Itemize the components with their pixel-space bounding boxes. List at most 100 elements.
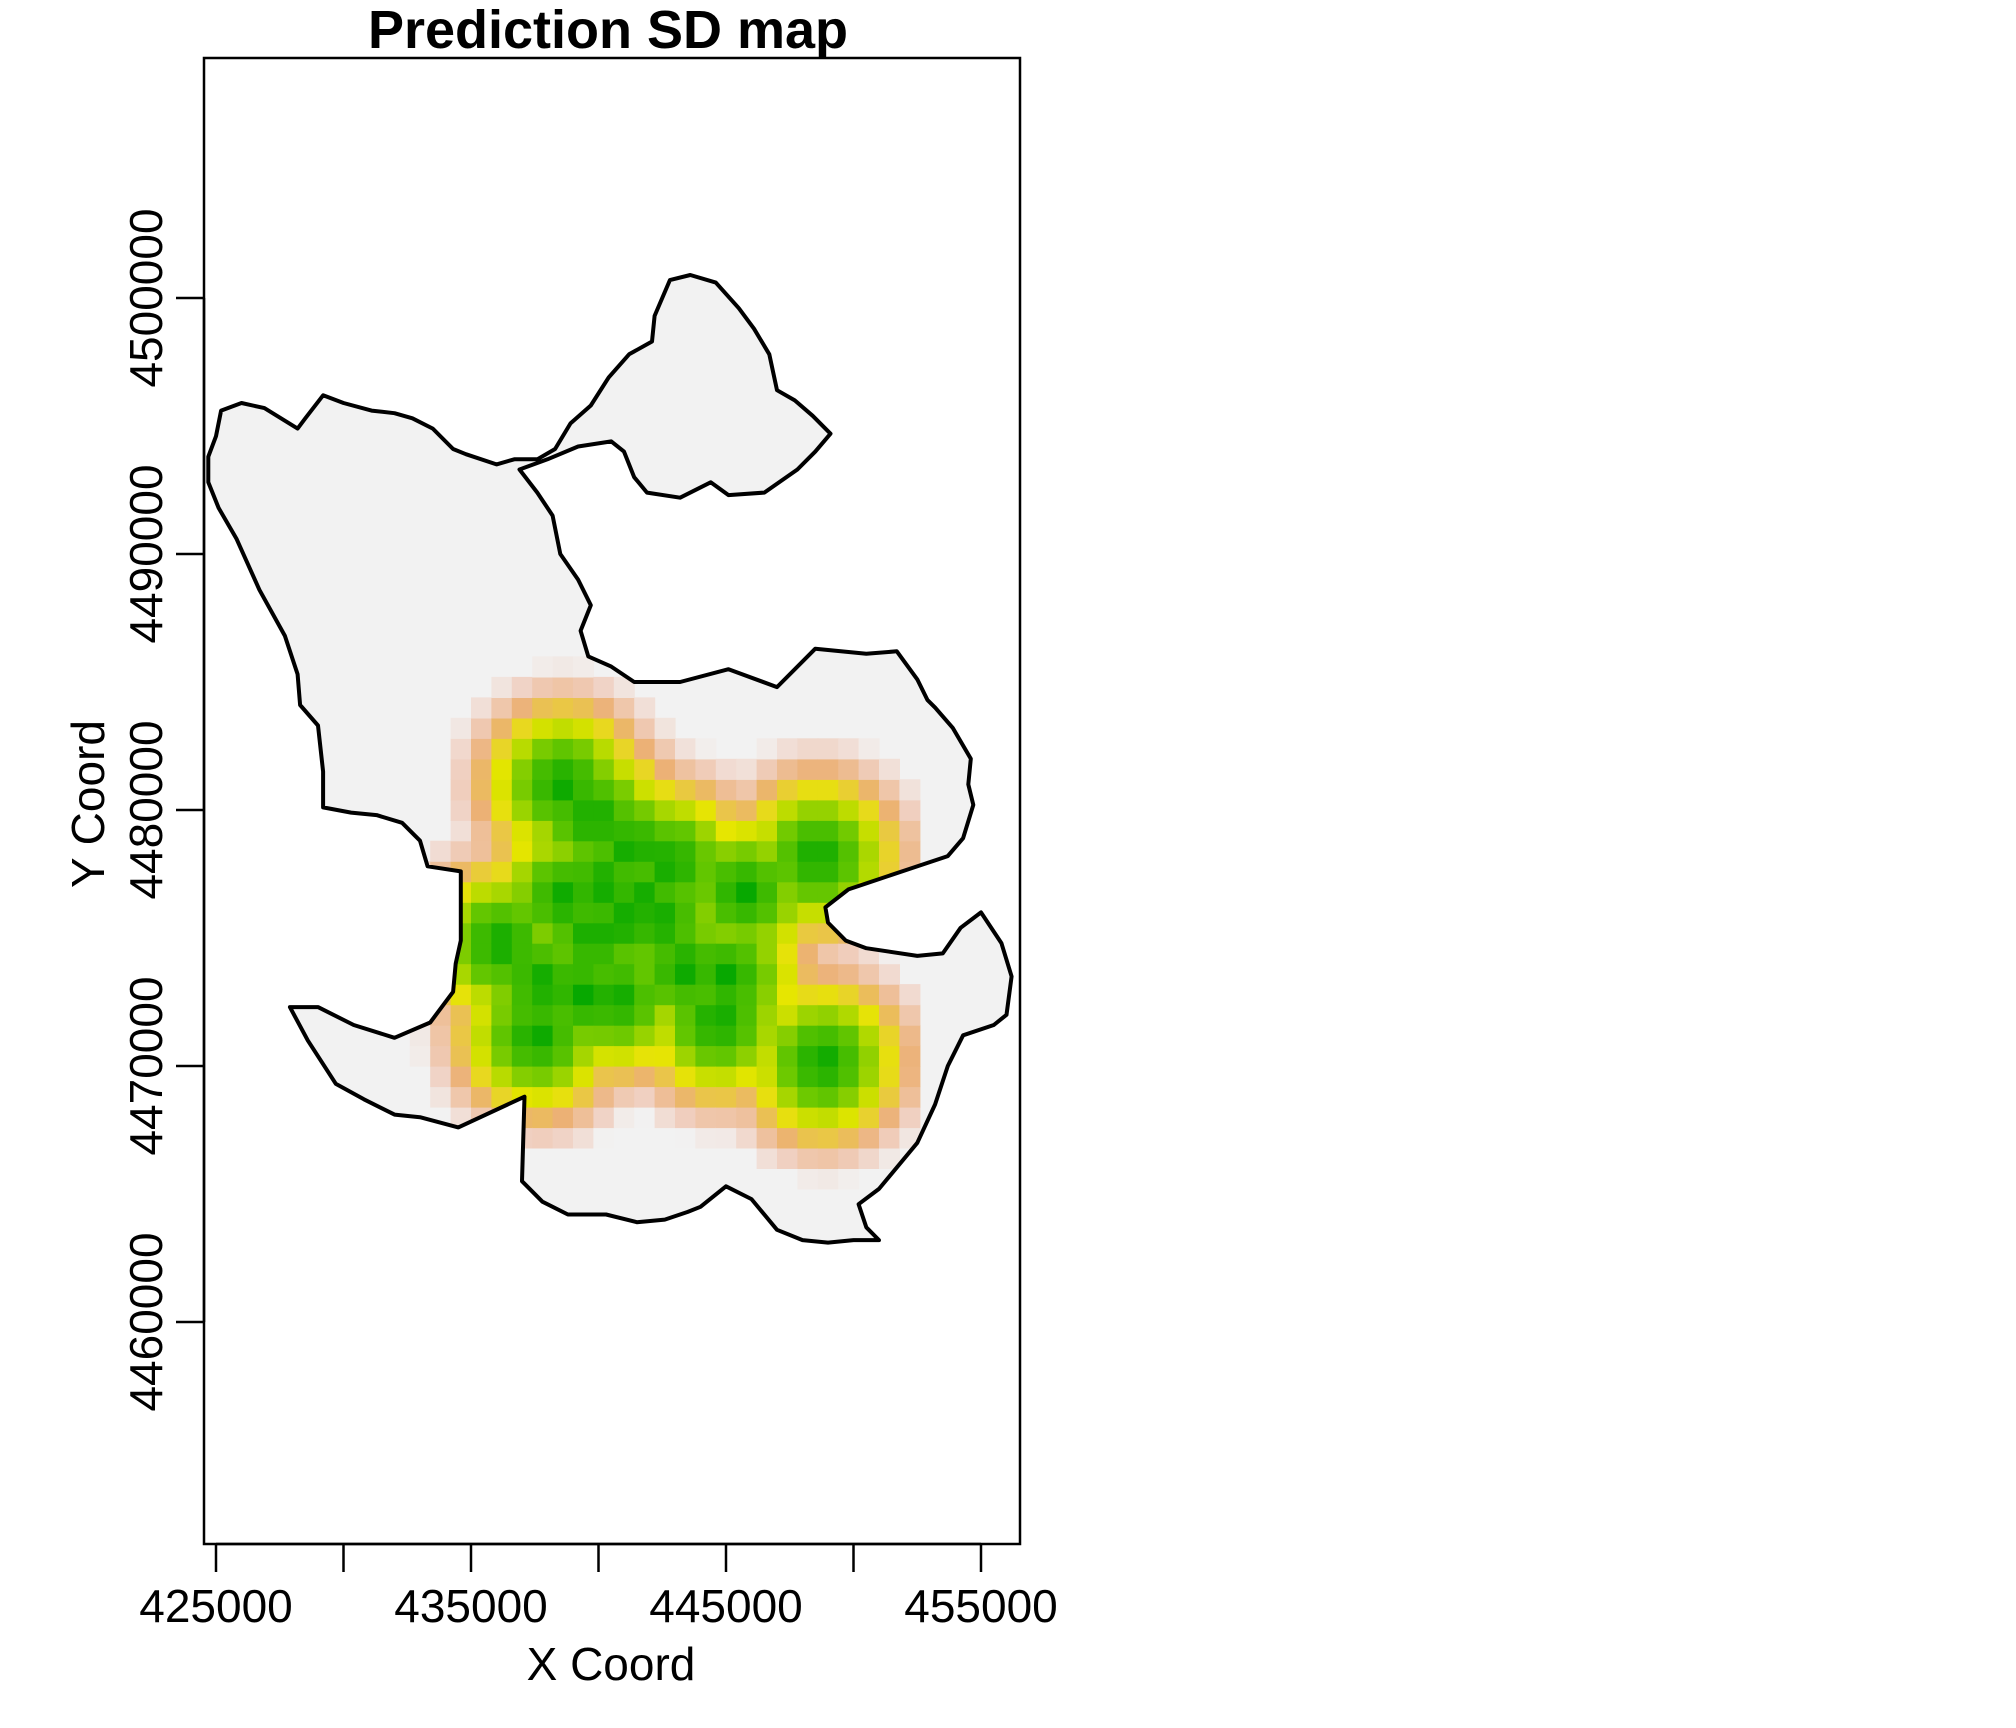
sd-cell: [777, 943, 798, 965]
sd-cell: [797, 1127, 819, 1149]
sd-cell: [756, 1127, 778, 1149]
sd-cell: [573, 1045, 594, 1067]
sd-cell: [573, 676, 594, 698]
sd-cell: [695, 1107, 717, 1129]
sd-cell: [736, 1025, 758, 1047]
sd-cell: [491, 1066, 513, 1088]
sd-cell: [450, 1066, 472, 1088]
sd-cell: [858, 1147, 880, 1169]
sd-cell: [471, 779, 492, 801]
sd-cell: [430, 922, 452, 944]
sd-cell: [573, 861, 594, 883]
sd-cell: [899, 840, 921, 862]
sd-cell: [695, 1086, 717, 1108]
sd-cell: [613, 1045, 635, 1067]
sd-cell: [879, 984, 900, 1006]
sd-cell: [756, 984, 778, 1006]
sd-cell: [511, 676, 533, 698]
sd-cell: [756, 1025, 778, 1047]
sd-cell: [511, 1004, 533, 1026]
sd-cell: [654, 1004, 676, 1026]
sd-cell: [613, 676, 635, 698]
sd-cell: [613, 1086, 635, 1108]
sd-cell: [879, 963, 900, 985]
sd-cell: [613, 697, 635, 719]
sd-cell: [879, 902, 900, 924]
sd-cell: [899, 1025, 921, 1047]
sd-cell: [573, 902, 594, 924]
sd-cell: [552, 861, 574, 883]
sd-cell: [491, 1025, 513, 1047]
sd-cell: [838, 840, 860, 862]
sd-cell: [715, 1025, 737, 1047]
sd-cell: [838, 779, 860, 801]
sd-cell: [634, 1004, 656, 1026]
sd-cell: [899, 1045, 921, 1067]
sd-cell: [654, 779, 676, 801]
sd-cell: [715, 779, 737, 801]
sd-cell: [817, 1025, 839, 1047]
sd-cell: [817, 820, 839, 842]
sd-cell: [450, 984, 472, 1006]
sd-cell: [511, 738, 533, 760]
sd-cell: [491, 738, 513, 760]
sd-cell: [552, 738, 574, 760]
sd-cell: [777, 820, 798, 842]
sd-cell: [491, 984, 513, 1006]
sd-cell: [532, 922, 554, 944]
sd-cell: [858, 922, 880, 944]
sd-cell: [491, 943, 513, 965]
sd-cell: [409, 984, 431, 1006]
sd-cell: [756, 1066, 778, 1088]
sd-cell: [532, 676, 554, 698]
sd-cell: [409, 902, 431, 924]
sd-cell: [654, 1025, 676, 1047]
sd-cell: [471, 840, 492, 862]
sd-cell: [715, 1086, 737, 1108]
sd-cell: [797, 984, 819, 1006]
sd-cell: [879, 799, 900, 821]
x-tick-label: 455000: [904, 1580, 1058, 1632]
sd-cell: [756, 943, 778, 965]
sd-cell: [715, 1045, 737, 1067]
sd-cell: [613, 758, 635, 780]
sd-cell: [573, 943, 594, 965]
sd-cell: [756, 820, 778, 842]
sd-cell: [593, 840, 615, 862]
sd-cell: [511, 758, 533, 780]
sd-cell: [695, 922, 717, 944]
sd-cell: [879, 1107, 900, 1129]
sd-cell: [511, 881, 533, 903]
sd-cell: [409, 922, 431, 944]
sd-cell: [797, 861, 819, 883]
sd-cell: [552, 820, 574, 842]
sd-cell: [756, 758, 778, 780]
sd-cell: [532, 779, 554, 801]
sd-cell: [532, 902, 554, 924]
sd-cell: [695, 820, 717, 842]
sd-cell: [552, 676, 574, 698]
sd-cell: [736, 1004, 758, 1026]
sd-cell: [879, 1004, 900, 1026]
sd-cell: [573, 820, 594, 842]
sd-cell: [715, 799, 737, 821]
sd-cell: [797, 820, 819, 842]
sd-cell: [471, 861, 492, 883]
sd-cell: [634, 799, 656, 821]
sd-cell: [675, 1086, 696, 1108]
sd-cell: [532, 738, 554, 760]
sd-cell: [532, 881, 554, 903]
sd-cell: [471, 1066, 492, 1088]
sd-cell: [471, 697, 492, 719]
y-tick-label: 4460000: [120, 1232, 172, 1411]
sd-cell: [715, 1127, 737, 1149]
sd-cell: [858, 963, 880, 985]
sd-cell: [511, 1066, 533, 1088]
sd-cell: [797, 1045, 819, 1067]
sd-cell: [715, 963, 737, 985]
sd-cell: [654, 799, 676, 821]
sd-cell: [532, 984, 554, 1006]
sd-cell: [430, 1025, 452, 1047]
y-tick-label: 4490000: [120, 464, 172, 643]
sd-cell: [838, 799, 860, 821]
